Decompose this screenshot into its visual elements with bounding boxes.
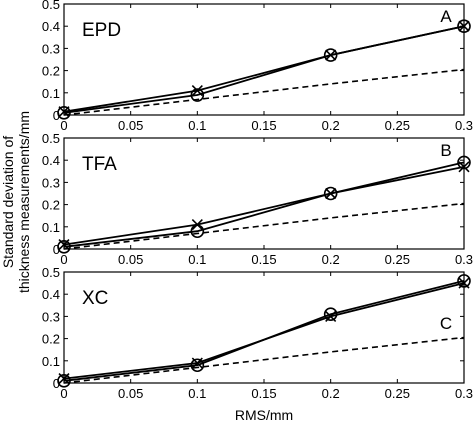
x-tick-label: 0 <box>60 118 67 133</box>
point-circle <box>457 274 471 288</box>
y-tick-label: 0.4 <box>42 153 60 168</box>
panels: 0 0.05 0.1 0.15 0.2 0.25 0.3 0 0.1 0.2 0.3 0.4 0.5 EP… <box>42 0 473 401</box>
y-tick-label: 0.5 <box>42 0 60 12</box>
x-tick-label: 0.1 <box>188 252 206 267</box>
point-circle <box>57 373 71 388</box>
point-circle <box>323 186 338 201</box>
x-tick-label: 0.2 <box>322 252 340 267</box>
point-circle <box>190 358 205 373</box>
series-line-x <box>63 166 465 246</box>
series-line-dashed <box>63 336 465 384</box>
y-tick-label: 0.1 <box>42 86 60 101</box>
point-circle <box>57 105 71 120</box>
point-circle <box>323 307 338 321</box>
x-axis-label: RMS/mm <box>235 407 293 423</box>
y-tick-label: 0 <box>53 108 60 123</box>
x-tick-label: 0.3 <box>455 252 473 267</box>
y-tick-label: 0.1 <box>42 220 60 235</box>
plot-frame <box>63 271 465 384</box>
point-circle <box>457 155 471 170</box>
series-line-dashed <box>63 68 465 116</box>
x-tick-label: 0.25 <box>385 386 410 401</box>
series-line-x <box>63 282 465 380</box>
x-tick-label: 0.05 <box>118 386 143 401</box>
panel-title: XC <box>82 288 108 309</box>
x-tick-label: 0.1 <box>188 386 206 401</box>
y-axis-label-line2: thickness measurements/mm <box>16 111 32 293</box>
series-line-dashed <box>63 202 465 250</box>
y-tick-label: 0.2 <box>42 332 60 347</box>
x-tick-label: 0 <box>60 252 67 267</box>
y-tick-label: 0.3 <box>42 309 60 324</box>
x-tick-label: 0.05 <box>118 252 143 267</box>
panel-a: 0 0.05 0.1 0.15 0.2 0.25 0.3 0 0.1 0.2 0.3 0.4 0.5 EP… <box>42 0 473 133</box>
x-tick-label: 0.25 <box>385 118 410 133</box>
panel-c: 0 0.05 0.1 0.15 0.2 0.25 0.3 0 0.1 0.2 0.3 0.4 0.5 XC… <box>42 265 473 401</box>
x-tick-label: 0.05 <box>118 118 143 133</box>
point-circle <box>57 239 71 254</box>
y-tick-label: 0.2 <box>42 198 60 213</box>
y-axis-label-line1: Standard deviation of <box>0 136 16 268</box>
point-circle <box>323 48 338 62</box>
x-tick-label: 0.3 <box>455 118 473 133</box>
point-circle <box>457 19 471 34</box>
y-tick-label: 0 <box>53 242 60 257</box>
y-tick-label: 0.5 <box>42 265 60 280</box>
x-tick-label: 0.25 <box>385 252 410 267</box>
series-line-o <box>63 25 465 114</box>
series-line-o <box>63 161 465 248</box>
x-tick-label: 0.3 <box>455 386 473 401</box>
y-tick-label: 0.4 <box>42 287 60 302</box>
panel-letter: B <box>440 141 451 160</box>
y-tick-label: 0 <box>53 376 60 391</box>
panel-title: EPD <box>82 20 121 41</box>
series-line-o <box>63 280 465 382</box>
x-tick-label: 0.1 <box>188 118 206 133</box>
y-tick-label: 0.3 <box>42 41 60 56</box>
y-tick-label: 0.3 <box>42 175 60 190</box>
x-tick-label: 0.15 <box>251 118 276 133</box>
y-tick-label: 0.1 <box>42 354 60 369</box>
panel-title: TFA <box>82 154 117 175</box>
y-tick-label: 0.2 <box>42 64 60 79</box>
x-tick-label: 0.15 <box>251 386 276 401</box>
x-tick-label: 0.2 <box>322 386 340 401</box>
x-tick-label: 0.2 <box>322 118 340 133</box>
y-tick-label: 0.4 <box>42 19 60 34</box>
plot-frame <box>63 3 465 116</box>
x-tick-label: 0.15 <box>251 252 276 267</box>
x-tick-label: 0 <box>60 386 67 401</box>
panel-letter: C <box>440 314 452 333</box>
plot-frame <box>63 137 465 250</box>
panel-b: 0 0.05 0.1 0.15 0.2 0.25 0.3 0 0.1 0.2 0.3 0.4 0.5 TF… <box>42 131 473 267</box>
panel-letter: A <box>440 7 452 26</box>
y-tick-label: 0.5 <box>42 131 60 146</box>
point-circle <box>190 224 205 239</box>
point-circle <box>190 88 205 102</box>
